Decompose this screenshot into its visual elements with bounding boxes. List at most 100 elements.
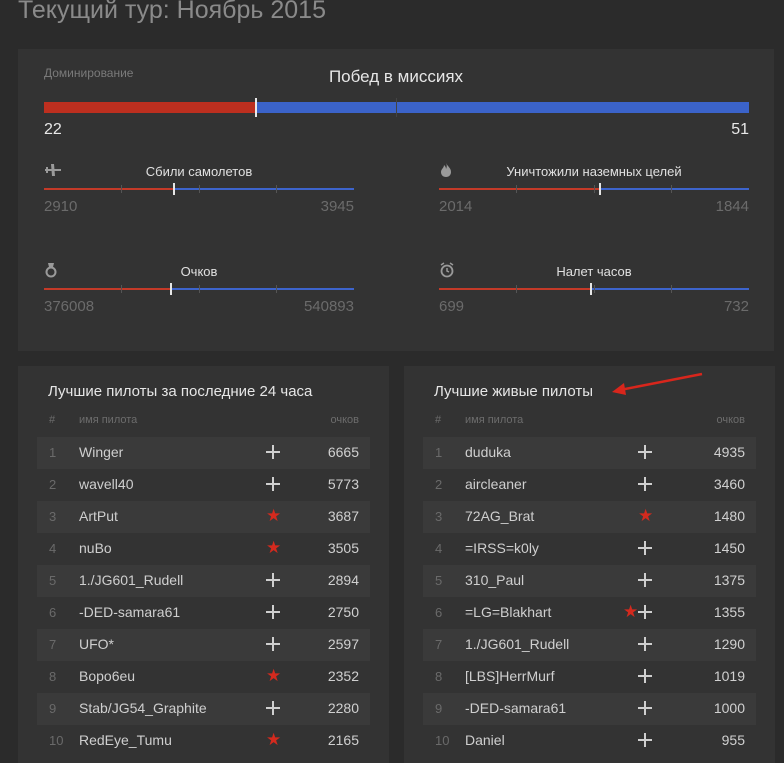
pilot-side-icons [266, 635, 280, 655]
stat-label: Уничтожили наземных целей [506, 164, 682, 179]
table-row[interactable]: 2 wavell40 5773 [37, 469, 370, 501]
pilot-score: 1450 [713, 540, 745, 556]
table-row[interactable]: 4 =IRSS=k0ly 1450 [423, 533, 756, 565]
bar-center-tick [396, 98, 397, 117]
pilot-side-icons [638, 475, 652, 495]
pilot-name-link[interactable]: 310_Paul [465, 572, 525, 588]
table-rows: 1 duduka 4935 2 aircleaner 3460 3 72AG_Brat ★ 148… [423, 437, 756, 757]
stat-bar-tick [121, 185, 122, 193]
domination-title: Побед в миссиях [328, 67, 464, 86]
row-rank: 8 [435, 669, 443, 684]
stat-bar-tick [276, 185, 277, 193]
pilot-score: 1375 [713, 572, 745, 588]
pilot-side-icons: ★ [266, 507, 281, 527]
table-row[interactable]: 9 -DED-samara61 1000 [423, 693, 756, 725]
stat-bar-marker [173, 183, 176, 195]
blue-side-bar [255, 102, 749, 113]
row-rank: 10 [49, 733, 64, 748]
pilot-side-icons [266, 603, 280, 623]
balkenkreuz-icon [638, 669, 652, 684]
pilot-name-link[interactable]: wavell40 [79, 476, 134, 492]
table-row[interactable]: 3 ArtPut ★ 3687 [37, 501, 370, 533]
pilot-side-icons [266, 699, 280, 719]
pilot-name-link[interactable]: ArtPut [79, 508, 118, 524]
pilot-name-link[interactable]: Bopo6eu [79, 668, 136, 684]
table-row[interactable]: 7 UFO* 2597 [37, 629, 370, 661]
table-row[interactable]: 5 1./JG601_Rudell 2894 [37, 565, 370, 597]
table-row[interactable]: 6 -DED-samara61 2750 [37, 597, 370, 629]
pilot-score: 5773 [327, 476, 359, 492]
col-num-header: # [435, 414, 442, 426]
pilot-side-icons: ★ [266, 539, 281, 559]
pilot-name-link[interactable]: UFO* [79, 636, 114, 652]
balkenkreuz-icon [638, 573, 652, 588]
stat-bar-red [44, 288, 172, 290]
stat-bar-tick [594, 185, 595, 193]
pilot-side-icons: ★ [623, 603, 653, 623]
pilot-name-link[interactable]: -DED-samara61 [465, 700, 567, 716]
pilot-name-link[interactable]: Winger [79, 444, 124, 460]
pilot-side-icons [266, 571, 280, 591]
pilot-side-icons [638, 443, 652, 463]
pilot-name-link[interactable]: Stab/JG54_Graphite [79, 700, 207, 716]
stat-blue-value: 3945 [320, 198, 354, 215]
table-row[interactable]: 8 Bopo6eu ★ 2352 [37, 661, 370, 693]
stat-bar-tick [199, 285, 200, 293]
row-rank: 8 [49, 669, 57, 684]
pilot-name-link[interactable]: 1./JG601_Rudell [465, 636, 570, 652]
pilot-score: 2352 [327, 668, 359, 684]
stat-points: Очков 376008 540893 [44, 262, 354, 322]
pilot-name-link[interactable]: nuBo [79, 540, 112, 556]
stat-blue-value: 540893 [303, 298, 354, 315]
table-row[interactable]: 7 1./JG601_Rudell 1290 [423, 629, 756, 661]
pilot-name-link[interactable]: 72AG_Brat [465, 508, 535, 524]
table-row[interactable]: 8 [LBS]HerrMurf 1019 [423, 661, 756, 693]
stat-bar [439, 283, 749, 295]
table-rows: 1 Winger 6665 2 wavell40 5773 3 ArtPut ★ 3687 4 nuB… [37, 437, 370, 757]
red-star-icon: ★ [638, 506, 654, 526]
pilot-side-icons [638, 731, 652, 751]
balkenkreuz-icon [266, 701, 280, 716]
table-title: Лучшие пилоты за последние 24 часа [48, 383, 313, 400]
table-row[interactable]: 10 RedEye_Tumu ★ 2165 [37, 725, 370, 757]
balkenkreuz-icon [638, 541, 652, 556]
pilot-name-link[interactable]: duduka [465, 444, 511, 460]
pilot-score: 1355 [713, 604, 745, 620]
pilot-side-icons [638, 635, 652, 655]
col-name-header: имя пилота [465, 414, 524, 426]
pilot-score: 1019 [713, 668, 745, 684]
pilot-name-link[interactable]: -DED-samara61 [79, 604, 181, 620]
table-row[interactable]: 1 Winger 6665 [37, 437, 370, 469]
pilot-name-link[interactable]: =IRSS=k0ly [465, 540, 539, 556]
table-header: # имя пилота очков [404, 414, 775, 432]
balkenkreuz-icon [266, 637, 280, 652]
pilot-name-link[interactable]: Daniel [465, 732, 505, 748]
table-row[interactable]: 9 Stab/JG54_Graphite 2280 [37, 693, 370, 725]
col-score-header: очков [716, 414, 745, 426]
table-row[interactable]: 5 310_Paul 1375 [423, 565, 756, 597]
pilot-name-link[interactable]: aircleaner [465, 476, 527, 492]
stat-bar-marker [599, 183, 602, 195]
stat-bar-tick [594, 285, 595, 293]
pilot-name-link[interactable]: [LBS]HerrMurf [465, 668, 555, 684]
stat-bar-blue [600, 188, 749, 190]
pilot-name-link[interactable]: 1./JG601_Rudell [79, 572, 184, 588]
row-rank: 9 [49, 701, 57, 716]
row-rank: 10 [435, 733, 450, 748]
pilot-name-link[interactable]: =LG=Blakhart [465, 604, 552, 620]
bar-marker [254, 98, 257, 117]
table-row[interactable]: 2 aircleaner 3460 [423, 469, 756, 501]
fire-icon [439, 162, 459, 180]
table-row[interactable]: 4 nuBo ★ 3505 [37, 533, 370, 565]
stat-planes-shot: Сбили самолетов 2910 3945 [44, 162, 354, 222]
balkenkreuz-icon [638, 445, 652, 460]
pilot-name-link[interactable]: RedEye_Tumu [79, 732, 172, 748]
stat-bar-blue [174, 188, 354, 190]
row-rank: 6 [49, 605, 57, 620]
balkenkreuz-icon [638, 605, 653, 620]
table-row[interactable]: 3 72AG_Brat ★ 1480 [423, 501, 756, 533]
table-row[interactable]: 10 Daniel 955 [423, 725, 756, 757]
table-row[interactable]: 6 =LG=Blakhart ★ 1355 [423, 597, 756, 629]
table-row[interactable]: 1 duduka 4935 [423, 437, 756, 469]
stat-bar-blue [590, 288, 749, 290]
